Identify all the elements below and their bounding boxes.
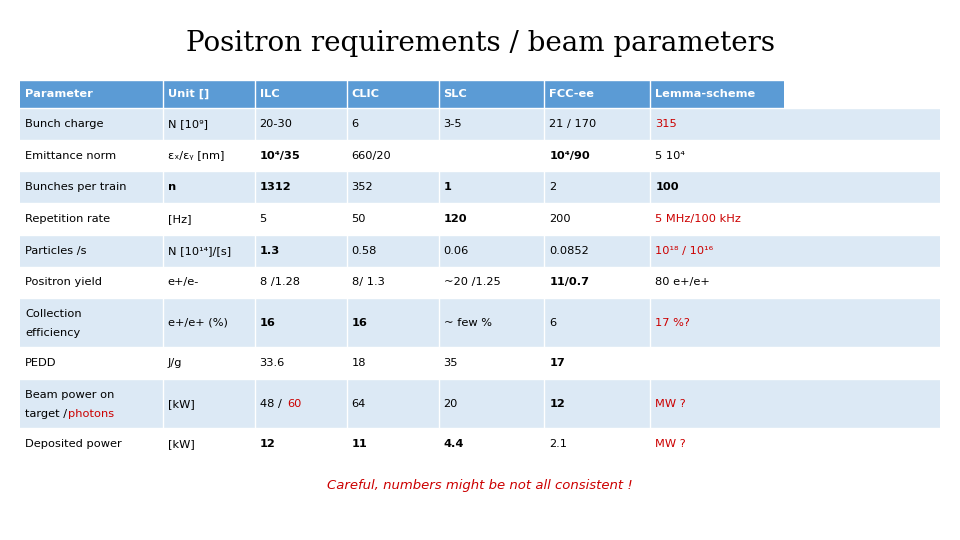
Text: 16: 16 xyxy=(351,318,368,328)
Bar xyxy=(20,267,940,298)
Text: e+/e+ (%): e+/e+ (%) xyxy=(168,318,228,328)
Text: efficiency: efficiency xyxy=(25,328,81,338)
Text: 16: 16 xyxy=(259,318,276,328)
Bar xyxy=(162,80,254,108)
Text: target /: target / xyxy=(25,409,71,419)
Text: 5: 5 xyxy=(259,214,267,224)
Bar xyxy=(650,80,783,108)
Text: 12: 12 xyxy=(259,439,276,449)
Text: 10⁴/90: 10⁴/90 xyxy=(549,151,590,160)
Text: Parameter: Parameter xyxy=(25,89,93,99)
Bar xyxy=(20,428,940,460)
Text: ILC: ILC xyxy=(259,89,279,99)
Text: 80 e+/e+: 80 e+/e+ xyxy=(655,278,710,287)
Text: N [10¹⁴]/[s]: N [10¹⁴]/[s] xyxy=(168,246,230,256)
Text: 10¹⁸ / 10¹⁶: 10¹⁸ / 10¹⁶ xyxy=(655,246,713,256)
Text: 64: 64 xyxy=(351,399,366,409)
Bar xyxy=(20,140,940,171)
Bar xyxy=(20,171,940,203)
Text: PEDD: PEDD xyxy=(25,358,57,368)
Text: Lemma-scheme: Lemma-scheme xyxy=(655,89,756,99)
Text: 33.6: 33.6 xyxy=(259,358,285,368)
Text: ~ few %: ~ few % xyxy=(444,318,492,328)
Text: Positron yield: Positron yield xyxy=(25,278,102,287)
Text: 200: 200 xyxy=(549,214,571,224)
Text: n: n xyxy=(168,183,176,192)
Text: 1: 1 xyxy=(444,183,451,192)
Text: 5 MHz/100 kHz: 5 MHz/100 kHz xyxy=(655,214,741,224)
Text: 1.3: 1.3 xyxy=(259,246,280,256)
Text: 10⁴/35: 10⁴/35 xyxy=(259,151,300,160)
Text: 1312: 1312 xyxy=(259,183,291,192)
Text: 48 /: 48 / xyxy=(259,399,285,409)
Text: Bunch charge: Bunch charge xyxy=(25,119,104,129)
Text: 11/0.7: 11/0.7 xyxy=(549,278,589,287)
Text: J/g: J/g xyxy=(168,358,182,368)
Bar xyxy=(254,80,347,108)
Text: 6: 6 xyxy=(351,119,359,129)
Text: MW ?: MW ? xyxy=(655,399,686,409)
Text: 2: 2 xyxy=(549,183,557,192)
Text: 315: 315 xyxy=(655,119,677,129)
Text: 60: 60 xyxy=(288,399,302,409)
Text: Bunches per train: Bunches per train xyxy=(25,183,127,192)
Bar xyxy=(20,298,940,347)
Text: Unit []: Unit [] xyxy=(168,89,209,99)
Text: 660/20: 660/20 xyxy=(351,151,392,160)
Text: e+/e-: e+/e- xyxy=(168,278,199,287)
Text: 120: 120 xyxy=(444,214,468,224)
Bar xyxy=(439,80,544,108)
Text: Particles /s: Particles /s xyxy=(25,246,86,256)
Text: SLC: SLC xyxy=(444,89,468,99)
Text: Repetition rate: Repetition rate xyxy=(25,214,110,224)
Text: Deposited power: Deposited power xyxy=(25,439,122,449)
Text: 17 %?: 17 %? xyxy=(655,318,690,328)
Text: FCC-ee: FCC-ee xyxy=(549,89,594,99)
Text: photons: photons xyxy=(68,409,114,419)
Text: 0.0852: 0.0852 xyxy=(549,246,589,256)
Text: Emittance norm: Emittance norm xyxy=(25,151,116,160)
Text: 6: 6 xyxy=(549,318,557,328)
Text: Collection: Collection xyxy=(25,309,82,319)
Text: [kW]: [kW] xyxy=(168,399,194,409)
Text: 100: 100 xyxy=(655,183,679,192)
Text: Positron requirements / beam parameters: Positron requirements / beam parameters xyxy=(185,30,775,57)
Text: N [10⁹]: N [10⁹] xyxy=(168,119,207,129)
Text: 0.06: 0.06 xyxy=(444,246,468,256)
Text: 3-5: 3-5 xyxy=(444,119,462,129)
Bar xyxy=(544,80,650,108)
Text: 20-30: 20-30 xyxy=(259,119,293,129)
Bar xyxy=(20,108,940,140)
Text: 352: 352 xyxy=(351,183,373,192)
Text: [kW]: [kW] xyxy=(168,439,194,449)
Text: 18: 18 xyxy=(351,358,366,368)
Text: εₓ/εᵧ [nm]: εₓ/εᵧ [nm] xyxy=(168,151,224,160)
Bar xyxy=(347,80,439,108)
Text: 12: 12 xyxy=(549,399,565,409)
Text: 17: 17 xyxy=(549,358,565,368)
Text: 5 10⁴: 5 10⁴ xyxy=(655,151,685,160)
Bar xyxy=(20,347,940,379)
Text: ~20 /1.25: ~20 /1.25 xyxy=(444,278,500,287)
Bar xyxy=(20,379,940,428)
Text: 2.1: 2.1 xyxy=(549,439,567,449)
Text: 0.58: 0.58 xyxy=(351,246,377,256)
Text: [Hz]: [Hz] xyxy=(168,214,191,224)
Text: 11: 11 xyxy=(351,439,368,449)
Text: 35: 35 xyxy=(444,358,458,368)
Text: 8 /1.28: 8 /1.28 xyxy=(259,278,300,287)
Text: 50: 50 xyxy=(351,214,366,224)
Text: 21 / 170: 21 / 170 xyxy=(549,119,597,129)
Text: Beam power on: Beam power on xyxy=(25,390,114,400)
Text: Careful, numbers might be not all consistent !: Careful, numbers might be not all consis… xyxy=(327,478,633,491)
Text: 4.4: 4.4 xyxy=(444,439,464,449)
Text: 8/ 1.3: 8/ 1.3 xyxy=(351,278,384,287)
Bar xyxy=(20,80,162,108)
Text: CLIC: CLIC xyxy=(351,89,379,99)
Text: MW ?: MW ? xyxy=(655,439,686,449)
Text: 20: 20 xyxy=(444,399,458,409)
Bar xyxy=(20,235,940,267)
Bar xyxy=(20,203,940,235)
